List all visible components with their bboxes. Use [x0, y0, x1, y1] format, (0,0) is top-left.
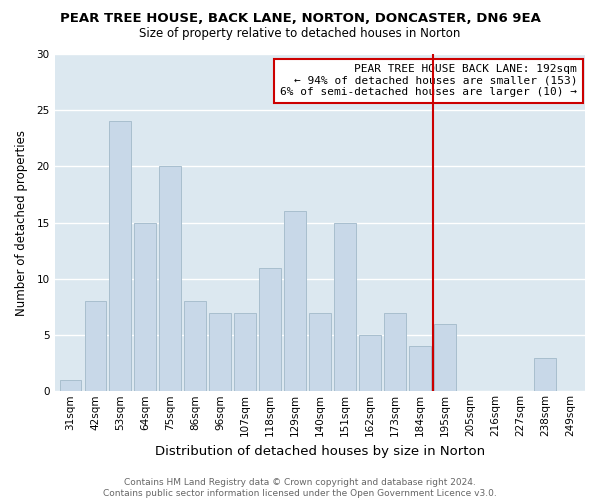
Bar	[160, 166, 181, 392]
Text: Contains HM Land Registry data © Crown copyright and database right 2024.
Contai: Contains HM Land Registry data © Crown c…	[103, 478, 497, 498]
Bar	[184, 302, 206, 392]
Y-axis label: Number of detached properties: Number of detached properties	[15, 130, 28, 316]
Bar	[85, 302, 106, 392]
X-axis label: Distribution of detached houses by size in Norton: Distribution of detached houses by size …	[155, 444, 485, 458]
Bar	[209, 312, 231, 392]
Bar	[109, 122, 131, 392]
Bar	[385, 312, 406, 392]
Bar	[235, 312, 256, 392]
Bar	[334, 222, 356, 392]
Bar	[284, 212, 305, 392]
Bar	[259, 268, 281, 392]
Bar	[310, 312, 331, 392]
Bar	[359, 335, 380, 392]
Bar	[434, 324, 455, 392]
Text: PEAR TREE HOUSE, BACK LANE, NORTON, DONCASTER, DN6 9EA: PEAR TREE HOUSE, BACK LANE, NORTON, DONC…	[59, 12, 541, 26]
Bar	[59, 380, 81, 392]
Text: Size of property relative to detached houses in Norton: Size of property relative to detached ho…	[139, 28, 461, 40]
Text: PEAR TREE HOUSE BACK LANE: 192sqm
← 94% of detached houses are smaller (153)
6% : PEAR TREE HOUSE BACK LANE: 192sqm ← 94% …	[280, 64, 577, 98]
Bar	[535, 358, 556, 392]
Bar	[409, 346, 431, 392]
Bar	[134, 222, 156, 392]
